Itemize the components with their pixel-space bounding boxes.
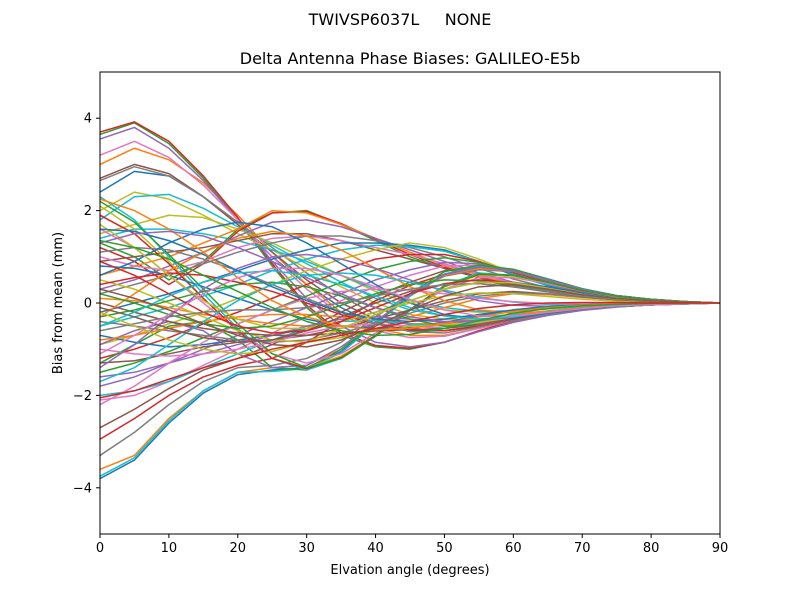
series-line-63 — [100, 282, 720, 332]
x-tick-label: 30 — [298, 541, 315, 556]
x-tick-label: 0 — [96, 541, 104, 556]
y-tick-label: 2 — [84, 204, 92, 219]
x-tick-label: 60 — [505, 541, 522, 556]
series-line-70 — [100, 283, 720, 348]
x-axis: 0 10 20 30 40 50 60 70 80 90 — [96, 534, 728, 556]
x-tick-label: 90 — [712, 541, 729, 556]
y-tick-label: −4 — [73, 481, 92, 496]
figure-suptitle: TWIVSP6037L NONE — [308, 10, 492, 29]
x-tick-label: 80 — [643, 541, 660, 556]
x-tick-label: 40 — [367, 541, 384, 556]
series-line-72 — [100, 301, 720, 399]
series-line-68 — [100, 267, 720, 355]
x-tick-label: 10 — [161, 541, 178, 556]
series-line-71 — [100, 239, 720, 337]
x-tick-label: 70 — [574, 541, 591, 556]
y-axis-label: Bias from mean (mm) — [51, 232, 66, 374]
chart-title: Delta Antenna Phase Biases: GALILEO-E5b — [240, 49, 580, 68]
y-tick-label: −2 — [73, 389, 92, 404]
x-tick-label: 50 — [436, 541, 453, 556]
y-axis: −4 −2 0 2 4 — [73, 112, 100, 496]
y-tick-label: 4 — [84, 112, 92, 127]
series-line-59 — [100, 223, 720, 330]
x-axis-label: Elvation angle (degrees) — [330, 563, 489, 578]
series-layer — [100, 121, 720, 480]
y-tick-label: 0 — [84, 297, 92, 312]
x-tick-label: 20 — [230, 541, 247, 556]
